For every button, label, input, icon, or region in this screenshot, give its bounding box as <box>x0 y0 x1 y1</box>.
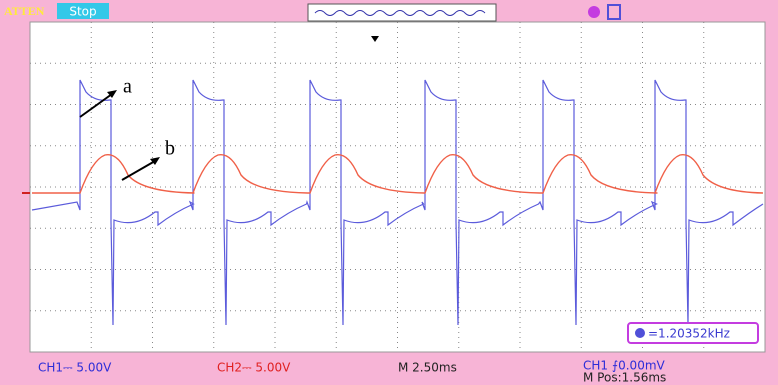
status-label: Stop <box>69 5 96 19</box>
scope-screen: ATTEN Stop a b =1.20352kHz CH1⎓ 5.00V CH… <box>0 0 778 385</box>
frequency-readout: =1.20352kHz <box>648 327 730 341</box>
page: ATTEN Stop a b =1.20352kHz CH1⎓ 5.00V CH… <box>0 0 778 385</box>
position-info: M Pos:1.56ms <box>583 371 666 385</box>
icon <box>635 328 645 338</box>
annotation-a: a <box>123 76 132 98</box>
timebase: M 2.50ms <box>398 361 457 375</box>
ch1-scale: CH1⎓ 5.00V <box>38 361 112 375</box>
ch2-scale: CH2⎓ 5.00V <box>217 361 291 375</box>
annotation-b: b <box>165 138 175 160</box>
icon <box>588 6 600 18</box>
mode-label: ATTEN <box>4 4 45 18</box>
